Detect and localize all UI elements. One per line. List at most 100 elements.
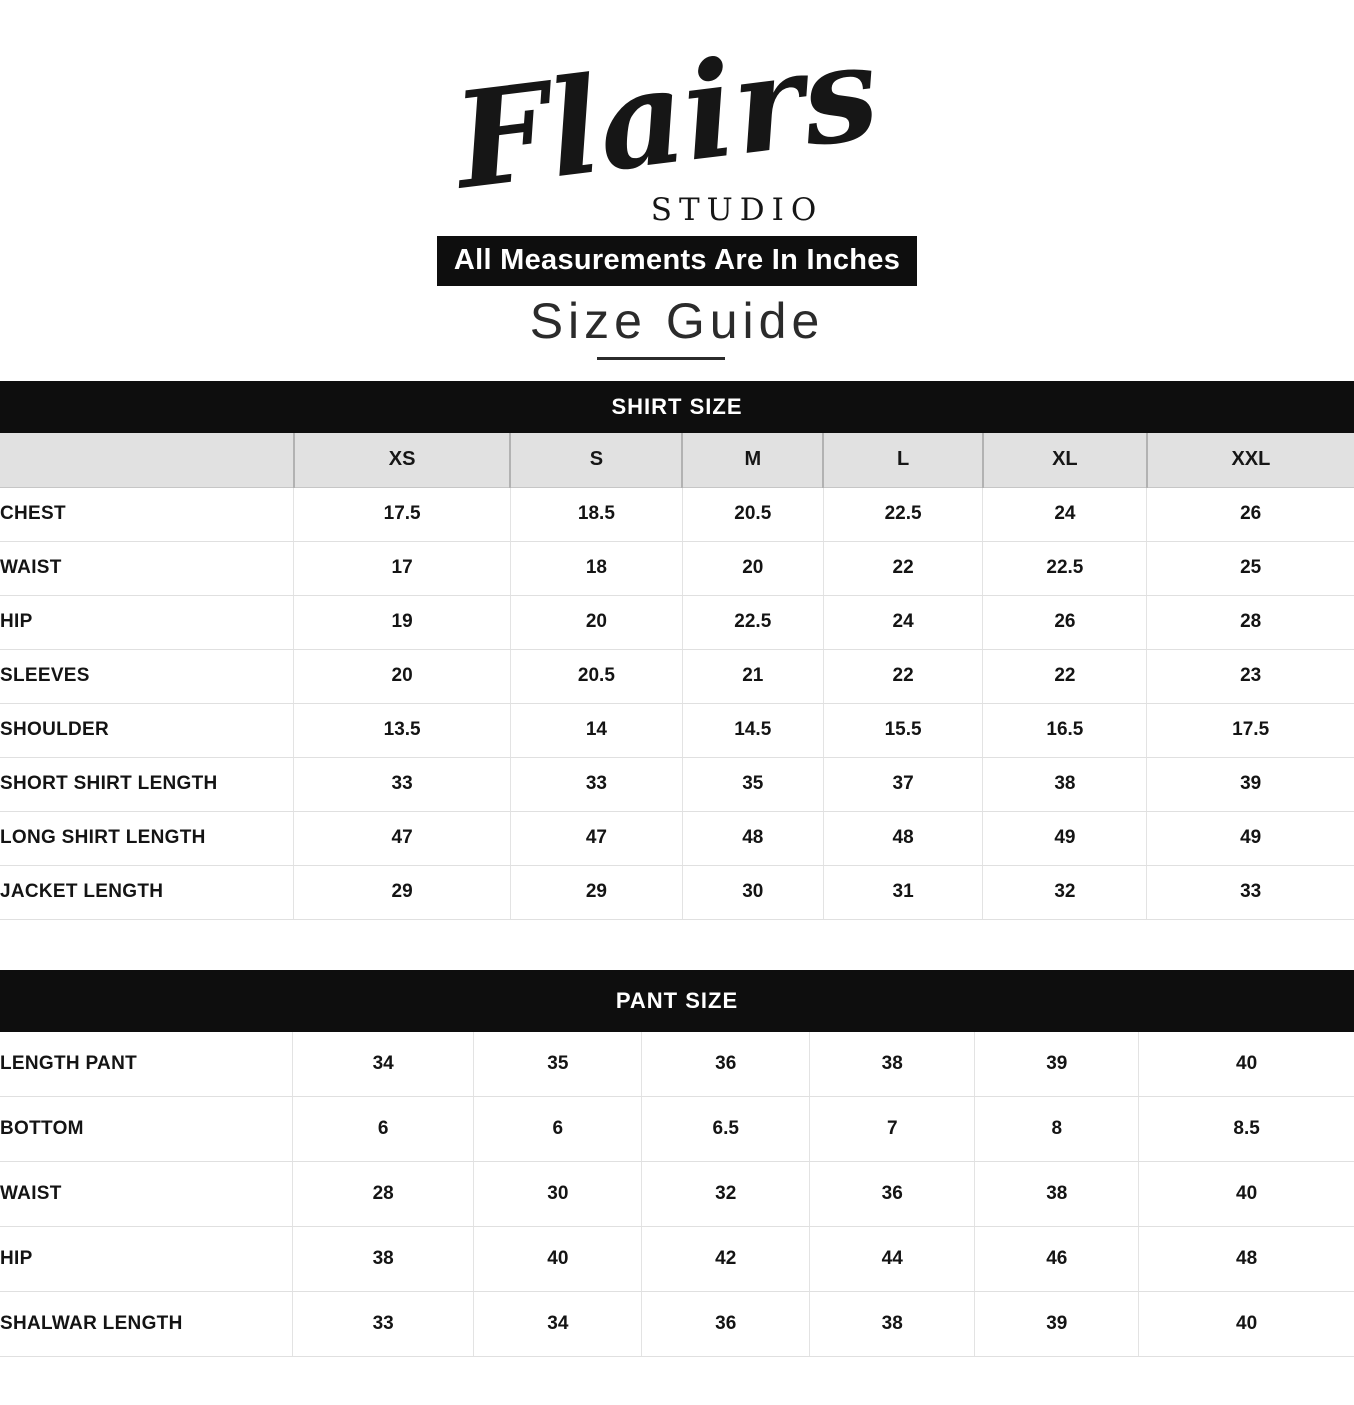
- size-column-header-row: XS S M L XL XXL: [0, 433, 1354, 488]
- measurement-value: 20: [681, 541, 824, 596]
- measurement-value: 28: [1146, 595, 1354, 650]
- table-row: HIP 19 20 22.5 24 26 28: [0, 595, 1354, 650]
- measurement-value: 21: [681, 649, 824, 704]
- empty-corner-cell: [0, 433, 294, 488]
- table-row: HIP 38 40 42 44 46 48: [0, 1226, 1354, 1292]
- measurement-value: 39: [974, 1291, 1139, 1357]
- measurement-value: 49: [982, 811, 1147, 866]
- pant-size-section-header: PANT SIZE: [0, 969, 1354, 1032]
- measurement-value: 25: [1146, 541, 1354, 596]
- measurement-value: 46: [974, 1226, 1139, 1292]
- measurement-value: 8: [974, 1096, 1139, 1162]
- measurement-value: 35: [473, 1031, 642, 1097]
- measurement-value: 18.5: [509, 487, 683, 542]
- row-label: JACKET LENGTH: [0, 865, 294, 920]
- row-label: SLEEVES: [0, 649, 294, 704]
- column-header-s: S: [509, 433, 683, 488]
- measurement-value: 17.5: [293, 487, 511, 542]
- measurement-value: 34: [473, 1291, 642, 1357]
- measurement-value: 17.5: [1146, 703, 1354, 758]
- row-label: LONG SHIRT LENGTH: [0, 811, 294, 866]
- measurement-value: 20.5: [681, 487, 824, 542]
- measurement-value: 20: [509, 595, 683, 650]
- measurement-value: 26: [982, 595, 1147, 650]
- table-row: WAIST 28 30 32 36 38 40: [0, 1161, 1354, 1227]
- measurement-value: 33: [509, 757, 683, 812]
- measurement-value: 40: [1138, 1161, 1354, 1227]
- measurement-value: 16.5: [982, 703, 1147, 758]
- measurement-value: 18: [509, 541, 683, 596]
- column-header-xs: XS: [292, 433, 511, 488]
- measurement-value: 23: [1146, 649, 1354, 704]
- measurement-value: 32: [982, 865, 1147, 920]
- column-header-l: L: [822, 433, 983, 488]
- measurement-value: 22.5: [982, 541, 1147, 596]
- measurement-value: 39: [1146, 757, 1354, 812]
- page-title-underline: [597, 357, 725, 360]
- measurement-value: 47: [509, 811, 683, 866]
- measurement-value: 22.5: [822, 487, 983, 542]
- table-row: LONG SHIRT LENGTH 47 47 48 48 49 49: [0, 811, 1354, 866]
- banner-row: All Measurements Are In Inches: [0, 236, 1354, 286]
- measurement-value: 38: [982, 757, 1147, 812]
- row-label: SHALWAR LENGTH: [0, 1291, 293, 1357]
- measurement-value: 33: [1146, 865, 1354, 920]
- pant-size-table: LENGTH PANT 34 35 36 38 39 40 BOTTOM 6 6 6.5 7 8 8.5 W…: [0, 1031, 1354, 1357]
- measurement-value: 22: [982, 649, 1147, 704]
- row-label: SHORT SHIRT LENGTH: [0, 757, 294, 812]
- table-row: SHALWAR LENGTH 33 34 36 38 39 40: [0, 1291, 1354, 1357]
- measurement-value: 15.5: [822, 703, 983, 758]
- column-header-m: M: [681, 433, 824, 488]
- measurement-value: 44: [809, 1226, 975, 1292]
- measurement-value: 31: [822, 865, 983, 920]
- table-row: JACKET LENGTH 29 29 30 31 32 33: [0, 865, 1354, 920]
- measurement-value: 35: [681, 757, 824, 812]
- measurement-value: 17: [293, 541, 511, 596]
- measurement-value: 47: [293, 811, 511, 866]
- measurement-value: 14: [509, 703, 683, 758]
- measurement-value: 36: [641, 1291, 810, 1357]
- table-row: SLEEVES 20 20.5 21 22 22 23: [0, 649, 1354, 704]
- measurement-value: 20.5: [509, 649, 683, 704]
- column-header-xl: XL: [981, 433, 1147, 488]
- measurement-value: 37: [822, 757, 983, 812]
- measurement-value: 6: [291, 1096, 474, 1162]
- measurement-value: 33: [291, 1291, 474, 1357]
- measurement-value: 34: [291, 1031, 474, 1097]
- measurement-value: 33: [293, 757, 511, 812]
- measurement-value: 29: [509, 865, 683, 920]
- table-row: CHEST 17.5 18.5 20.5 22.5 24 26: [0, 487, 1354, 542]
- column-header-xxl: XXL: [1145, 433, 1354, 488]
- measurement-value: 30: [473, 1161, 642, 1227]
- measurement-value: 38: [291, 1226, 474, 1292]
- measurement-value: 40: [473, 1226, 642, 1292]
- measurement-value: 48: [822, 811, 983, 866]
- row-label: WAIST: [0, 1161, 293, 1227]
- row-label: BOTTOM: [0, 1096, 293, 1162]
- measurement-value: 22: [822, 649, 983, 704]
- measurement-value: 32: [641, 1161, 810, 1227]
- measurement-value: 39: [974, 1031, 1139, 1097]
- measurement-value: 26: [1146, 487, 1354, 542]
- measurements-banner: All Measurements Are In Inches: [436, 236, 918, 286]
- measurement-value: 40: [1138, 1031, 1354, 1097]
- shirt-size-section-header: SHIRT SIZE: [0, 381, 1354, 433]
- measurement-value: 38: [809, 1031, 975, 1097]
- brand-logo: Flairs STUDIO: [0, 0, 1354, 228]
- brand-subtitle-text: STUDIO: [651, 192, 824, 228]
- measurement-value: 24: [822, 595, 983, 650]
- measurement-value: 38: [809, 1291, 975, 1357]
- measurement-value: 48: [681, 811, 824, 866]
- measurement-value: 8.5: [1138, 1096, 1354, 1162]
- flairs-logo-icon: Flairs STUDIO: [443, 34, 886, 228]
- measurement-value: 29: [293, 865, 511, 920]
- measurement-value: 28: [291, 1161, 474, 1227]
- measurement-value: 48: [1138, 1226, 1354, 1292]
- measurement-value: 6: [473, 1096, 642, 1162]
- page-title: Size Guide: [529, 293, 825, 349]
- row-label: HIP: [0, 595, 294, 650]
- measurement-value: 42: [641, 1226, 810, 1292]
- table-row: SHORT SHIRT LENGTH 33 33 35 37 38 39: [0, 757, 1354, 812]
- table-row: SHOULDER 13.5 14 14.5 15.5 16.5 17.5: [0, 703, 1354, 758]
- measurement-value: 7: [809, 1096, 975, 1162]
